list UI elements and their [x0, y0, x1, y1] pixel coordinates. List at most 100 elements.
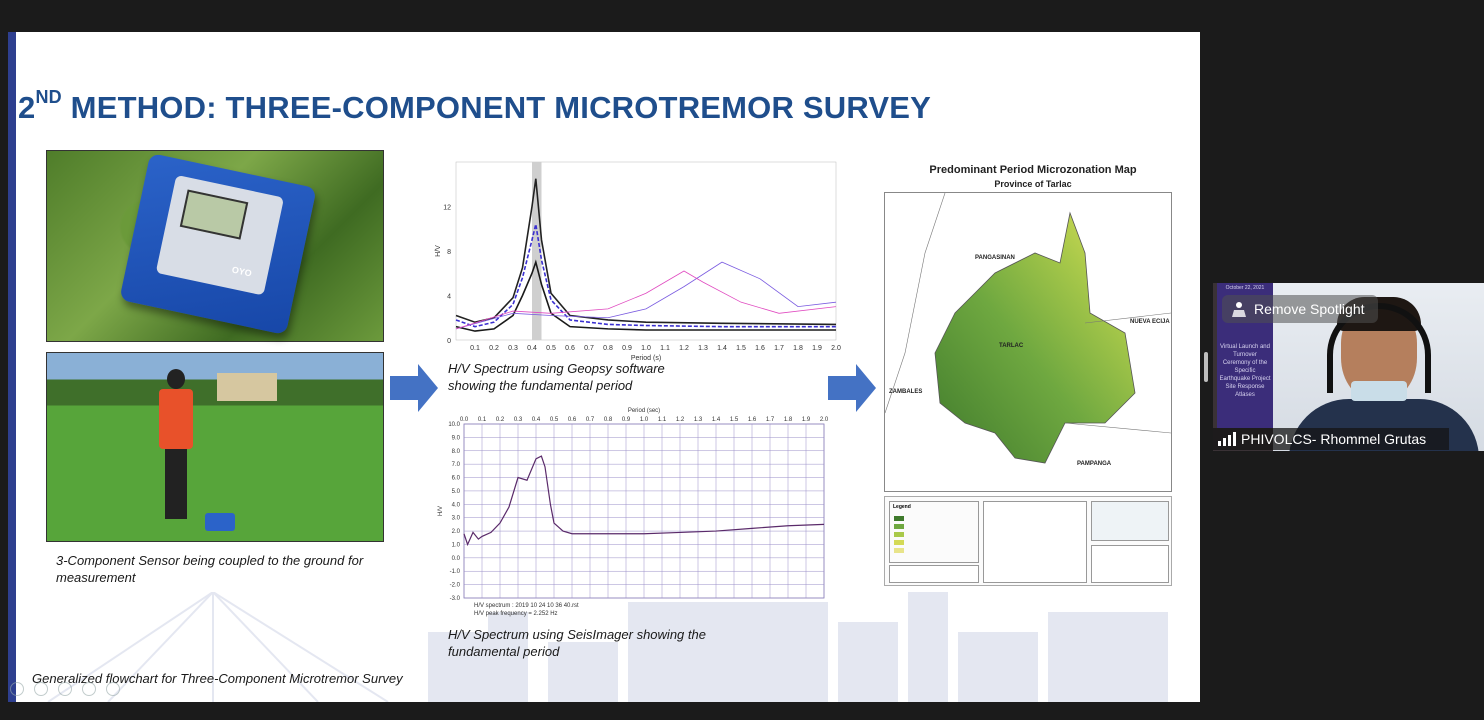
hv-series-line [463, 455, 825, 547]
signal-strength-icon [1218, 432, 1236, 446]
banner-date: October 22, 2021 [1225, 285, 1265, 291]
y-tick-label: 4 [447, 294, 451, 301]
slide-title: 2ND METHOD: THREE-COMPONENT MICROTREMOR … [18, 86, 932, 125]
x-tick-label: 1.5 [736, 345, 746, 352]
next-icon[interactable] [34, 682, 48, 696]
search-icon[interactable] [82, 682, 96, 696]
locator-map [1091, 501, 1169, 541]
y-axis-label: H/V [435, 245, 442, 257]
map-label-pangasinan: PANGASINAN [975, 255, 1015, 261]
hv-series-line [455, 261, 837, 330]
y-tick-label: 0 [447, 338, 451, 345]
x-tick-label: 0.4 [527, 345, 537, 352]
skyline-watermark [47, 592, 1168, 702]
x-tick-label: 1.0 [641, 345, 651, 352]
map-label-pampanga: PAMPANGA [1077, 461, 1112, 467]
seisimager-hv-chart: Period (sec) 0.0 0.1 0.2 0.3 0.4 0.5 0.6 0.7 0.8 0… [438, 408, 829, 617]
tarlac-map-graphic [884, 192, 1172, 464]
x-tick-label: 1.6 [748, 417, 757, 423]
x-tick-label: 0.3 [508, 345, 518, 352]
legend-title: Legend [893, 504, 911, 510]
y-tick-label: 0.0 [452, 556, 461, 562]
x-tick-label: 0.1 [478, 417, 487, 423]
x-tick-label: 0.6 [565, 345, 575, 352]
x-tick-label: 1.6 [755, 345, 765, 352]
x-tick-label: 0.7 [584, 345, 594, 352]
arrow-right-icon [390, 364, 438, 412]
headset-icon [1327, 303, 1431, 393]
y-tick-label: 2.0 [452, 529, 461, 535]
panel-resize-handle[interactable] [1204, 352, 1208, 382]
annotation-peak: H/V peak frequency = 2.252 Hz [474, 611, 558, 617]
y-tick-label: 6.0 [452, 476, 461, 482]
x-tick-label: 0.3 [514, 417, 523, 423]
y-tick-label: 9.0 [452, 435, 461, 441]
x-tick-label: 0.2 [496, 417, 505, 423]
banner-text: Virtual Launch and Turnover Ceremony of … [1219, 344, 1271, 398]
hv-series-line [455, 259, 836, 332]
pen-icon[interactable] [58, 682, 72, 696]
y-tick-label: -3.0 [450, 596, 461, 602]
map-label-nueva-ecija: NUEVA ECIJA [1130, 319, 1170, 325]
x-tick-label: 1.2 [676, 417, 685, 423]
x-tick-label: 1.3 [694, 417, 703, 423]
participant-name-label: PHIVOLCS- Rhommel Grutas [1213, 428, 1449, 450]
x-tick-label: 2.0 [831, 345, 841, 352]
x-tick-label: 1.4 [712, 417, 721, 423]
field-measurement-photo [46, 352, 384, 542]
map-subtitle: Province of Tarlac [994, 179, 1072, 189]
y-tick-label: 8.0 [452, 449, 461, 455]
options-icon[interactable] [106, 682, 120, 696]
x-tick-label: 1.4 [717, 345, 727, 352]
caption-seisimager: H/V Spectrum using SeisImager showing th… [448, 627, 706, 659]
y-tick-label: 4.0 [452, 502, 461, 508]
previous-icon[interactable] [10, 682, 24, 696]
sensor-device: OYO [119, 152, 317, 336]
map-legend-panel: Legend [884, 496, 1172, 586]
x-axis-label: Period (s) [631, 355, 661, 362]
x-tick-label: 1.9 [802, 417, 811, 423]
chart-title: Period (sec) [628, 408, 660, 414]
ground-sensor [205, 513, 235, 531]
map-title: Predominant Period Microzonation Map [929, 164, 1137, 176]
x-tick-label: 0.8 [603, 345, 613, 352]
y-tick-label: 1.0 [452, 542, 461, 548]
y-axis-label: H/V [438, 506, 444, 516]
x-tick-label: 1.8 [793, 345, 803, 352]
peak-band [532, 162, 542, 340]
remove-spotlight-button[interactable]: Remove Spotlight [1222, 295, 1378, 323]
y-tick-label: 7.0 [452, 462, 461, 468]
x-tick-label: 0.7 [586, 417, 595, 423]
x-tick-label: 0.9 [622, 345, 632, 352]
geopsy-hv-chart: 0.1 0.2 0.3 0.4 0.5 0.6 0.7 0.8 0.9 1.0 1.1 1.2 1.3 1… [435, 161, 841, 362]
x-tick-label: 0.6 [568, 417, 577, 423]
sensor-device-photo: OYO [46, 150, 384, 342]
surveyor-figure [155, 369, 195, 529]
x-tick-label: 0.1 [470, 345, 480, 352]
x-tick-label: 1.0 [640, 417, 649, 423]
spotlight-icon [1232, 302, 1246, 317]
microzonation-map: PANGASINAN NUEVA ECIJA ZAMBALES TARLAC P… [884, 192, 1172, 492]
annotation-file: H/V spectrum : 2019 10 24 10 36 40.rst [474, 603, 579, 609]
y-tick-label: 8 [447, 249, 451, 256]
y-tick-label: 12 [443, 205, 451, 212]
y-tick-label: 3.0 [452, 516, 461, 522]
map-label-zambales: ZAMBALES [889, 389, 923, 395]
explanation-box [983, 501, 1087, 583]
y-tick-label: -2.0 [450, 583, 461, 589]
x-tick-label: 1.7 [766, 417, 775, 423]
y-tick-label: 5.0 [452, 489, 461, 495]
y-tick-label: -1.0 [450, 569, 461, 575]
scale-compass-box [1091, 545, 1169, 583]
caption-sensor: 3-Component Sensor being coupled to the … [56, 553, 364, 585]
x-tick-label: 1.5 [730, 417, 739, 423]
x-tick-label: 1.1 [660, 345, 670, 352]
x-tick-label: 1.1 [658, 417, 667, 423]
x-tick-label: 0.5 [546, 345, 556, 352]
x-tick-label: 1.3 [698, 345, 708, 352]
x-tick-label: 2.0 [820, 417, 829, 423]
legend-box: Legend [889, 501, 979, 563]
x-tick-label: 1.8 [784, 417, 793, 423]
map-label-tarlac: TARLAC [999, 343, 1024, 349]
